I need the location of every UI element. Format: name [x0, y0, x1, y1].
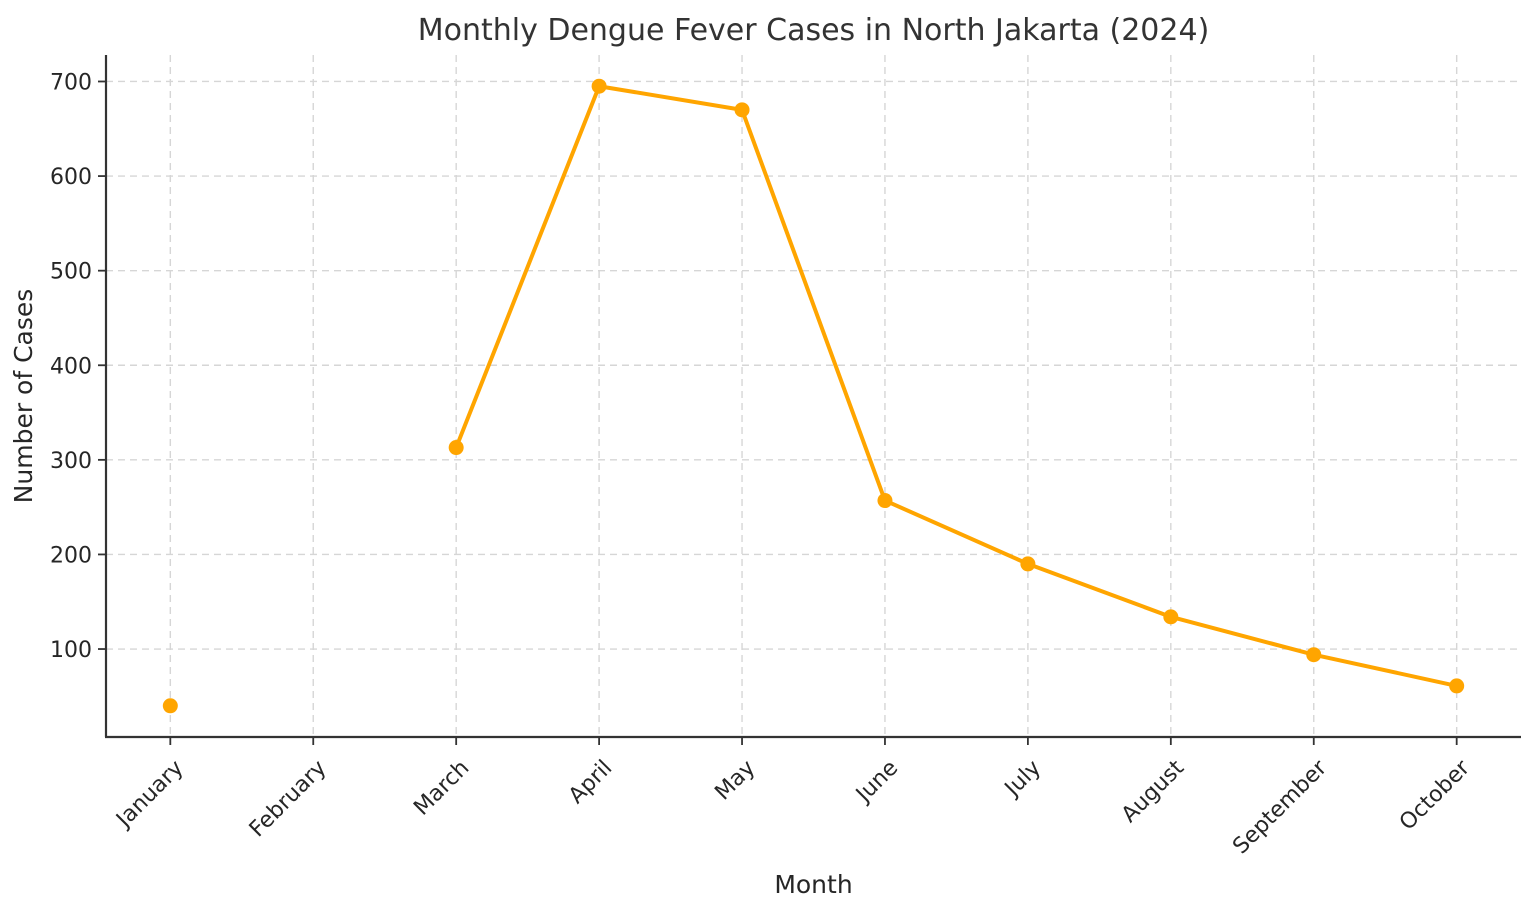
y-tick-label: 600 — [50, 165, 92, 190]
x-tick-label: April — [564, 756, 617, 809]
y-tick-label: 300 — [50, 449, 92, 474]
x-axis-label: Month — [774, 870, 852, 899]
data-point-marker — [877, 493, 893, 509]
grid-layer — [106, 55, 1521, 737]
data-point-marker — [448, 440, 464, 456]
y-tick-label: 200 — [50, 543, 92, 568]
line-series — [162, 78, 1465, 714]
chart-title: Monthly Dengue Fever Cases in North Jaka… — [418, 13, 1210, 48]
data-point-marker — [1449, 678, 1465, 694]
data-point-marker — [162, 698, 178, 714]
y-tick-label: 700 — [50, 70, 92, 95]
data-point-marker — [1163, 609, 1179, 625]
x-tick-label: June — [850, 756, 903, 809]
data-point-marker — [1020, 556, 1036, 572]
x-tick-label: January — [110, 756, 188, 834]
x-tick-label: March — [409, 756, 474, 821]
x-tick-label: February — [245, 756, 332, 843]
y-tick-label: 100 — [50, 638, 92, 663]
x-tick-label: May — [710, 756, 760, 806]
x-tick-label: August — [1117, 755, 1189, 827]
x-tick-label: October — [1395, 755, 1476, 836]
y-tick-label: 500 — [50, 260, 92, 285]
series-line — [454, 84, 1459, 688]
x-tick-label: September — [1228, 755, 1332, 859]
x-tick-label: July — [999, 756, 1046, 803]
data-point-marker — [591, 78, 607, 94]
data-point-marker — [734, 102, 750, 118]
label-layer: Monthly Dengue Fever Cases in North Jaka… — [9, 13, 1209, 899]
y-axis-label: Number of Cases — [9, 289, 38, 504]
y-tick-label: 400 — [50, 354, 92, 379]
data-point-marker — [1306, 647, 1322, 663]
